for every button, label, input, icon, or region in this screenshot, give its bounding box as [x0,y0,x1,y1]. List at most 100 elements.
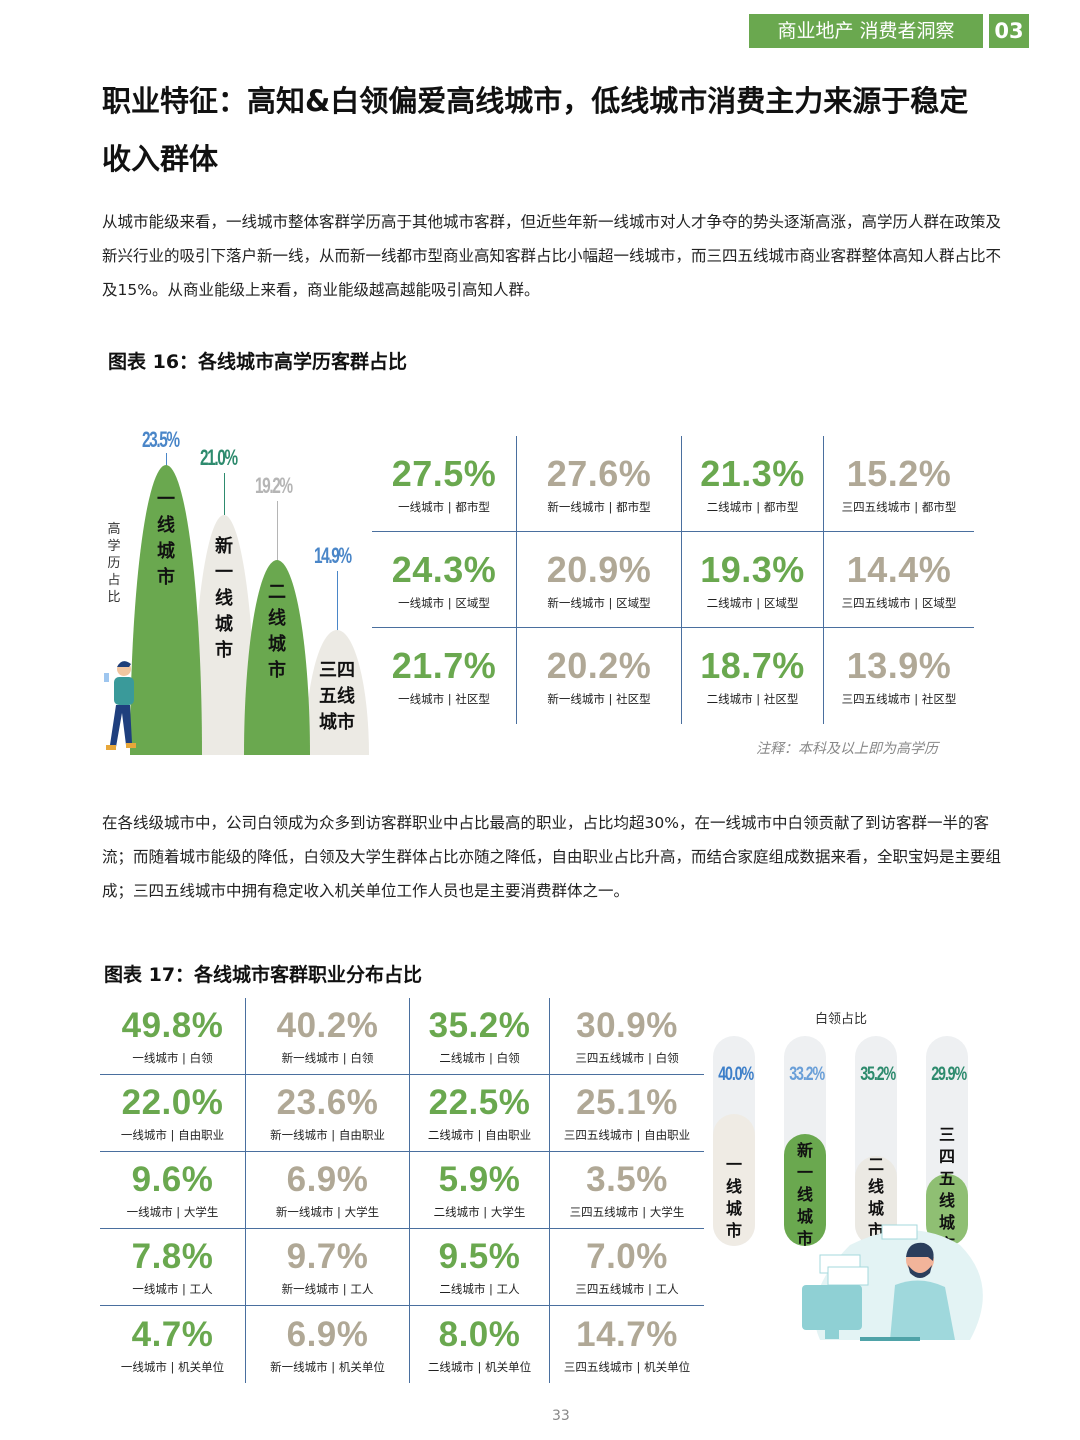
value-leader-line [337,571,338,631]
stat-value: 9.5% [438,1237,521,1276]
stat-label: 一线城市 | 白领 [132,1051,213,1065]
mountain-value: 23.5% [142,427,180,452]
stat-label: 三四五线城市 | 自由职业 [563,1128,691,1142]
stat-value: 22.5% [428,1083,531,1122]
stat-cell: 18.7% 二线城市 | 社区型 [682,628,824,724]
stat-value: 30.9% [576,1006,678,1045]
paragraph-occupation: 在各线级城市中，公司白领成为众多到访客群职业中占比最高的职业，占比均超30%，在… [102,814,1002,900]
stat-value: 13.9% [846,645,952,686]
stat-cell: 3.5% 三四五线城市 | 大学生 [550,1152,704,1229]
person-illustration-icon [104,661,136,750]
stat-label: 新一线城市 | 社区型 [547,692,651,706]
stat-cell: 30.9% 三四五线城市 | 白领 [550,998,704,1075]
stat-label: 二线城市 | 区域型 [706,595,799,610]
stat-label: 一线城市 | 自由职业 [120,1128,225,1142]
figure-16-note: 注释：本科及以上即为高学历 [756,741,938,757]
stat-value: 6.9% [286,1160,369,1199]
stat-label: 一线城市 | 区域型 [398,595,490,610]
stat-value: 49.8% [121,1006,224,1045]
stat-label: 三四五线城市 | 都市型 [841,499,957,514]
stat-value: 19.3% [700,548,805,590]
stat-cell: 22.5% 二线城市 | 自由职业 [410,1075,550,1152]
stat-value: 18.7% [700,645,805,686]
page-title: 职业特征：高知&白领偏爱高线城市，低线城市消费主力来源于稳定收入群体 [102,84,969,176]
stat-cell: 15.2% 三四五线城市 | 都市型 [824,436,974,532]
white-collar-pill-tier2: 35.2% 二线城市 [855,1036,897,1246]
stat-value: 21.3% [700,452,805,494]
pill-fill [713,1114,755,1246]
stat-value: 24.3% [391,548,497,590]
stat-value: 6.9% [286,1314,369,1354]
mountain-value: 14.9% [314,543,352,568]
stat-value: 7.8% [131,1237,214,1276]
stat-label: 三四五线城市 | 区域型 [841,595,957,610]
stat-cell: 35.2% 二线城市 | 白领 [410,998,550,1075]
stat-label: 二线城市 | 机关单位 [427,1359,532,1374]
mountain-value: 21.0% [200,445,238,470]
stat-label: 一线城市 | 都市型 [398,499,490,514]
stat-cell: 21.3% 二线城市 | 都市型 [682,436,824,532]
figure-17-title: 图表 17：各线城市客群职业分布占比 [104,964,423,986]
stat-label: 二线城市 | 工人 [439,1282,520,1296]
stat-label: 新一线城市 | 大学生 [275,1205,380,1219]
mountain-tier2: 二线城市 [244,560,310,755]
stat-cell: 9.7% 新一线城市 | 工人 [246,1229,410,1306]
stat-label: 二线城市 | 自由职业 [427,1128,532,1142]
pill-value: 33.2% [789,1064,825,1085]
stat-cell: 14.7% 三四五线城市 | 机关单位 [550,1306,704,1383]
stat-cell: 7.8% 一线城市 | 工人 [100,1229,246,1306]
stat-label: 二线城市 | 社区型 [706,692,799,706]
pill-value: 29.9% [931,1064,967,1085]
stat-label: 三四五线城市 | 机关单位 [563,1359,691,1374]
education-mountain-chart: 高学历占比 一线城市 新一线城市 二线城市 三四五线城市 23.5% 21.0%… [100,425,372,755]
stat-cell: 19.3% 二线城市 | 区域型 [682,532,824,628]
stat-label: 二线城市 | 都市型 [706,499,799,514]
value-leader-line [277,501,278,561]
stat-label: 新一线城市 | 自由职业 [270,1128,385,1142]
stat-cell: 20.2% 新一线城市 | 社区型 [517,628,682,724]
stat-label: 新一线城市 | 白领 [281,1051,374,1065]
stat-cell: 5.9% 二线城市 | 大学生 [410,1152,550,1229]
pill-label: 一线城市 [725,1155,742,1240]
stat-label: 三四五线城市 | 社区型 [841,692,957,706]
stat-cell: 27.5% 一线城市 | 都市型 [372,436,517,532]
stat-label: 新一线城市 | 区域型 [547,595,651,610]
stat-value: 9.7% [286,1237,369,1276]
office-worker-illustration-icon [802,1224,983,1341]
stat-value: 35.2% [428,1006,531,1045]
pill-label: 新一线城市 [796,1141,813,1246]
pill-value: 35.2% [860,1064,896,1085]
stat-value: 7.0% [586,1237,668,1276]
stat-cell: 25.1% 三四五线城市 | 自由职业 [550,1075,704,1152]
white-collar-chart-title: 白领占比 [815,1012,868,1027]
stat-cell: 13.9% 三四五线城市 | 社区型 [824,628,974,724]
page-number: 33 [552,1408,570,1424]
stat-value: 5.9% [438,1160,521,1199]
stat-value: 4.7% [131,1314,214,1354]
stat-cell: 6.9% 新一线城市 | 大学生 [246,1152,410,1229]
stat-value: 27.5% [391,452,497,494]
stat-cell: 49.8% 一线城市 | 白领 [100,998,246,1075]
mountain-value: 19.2% [255,473,293,498]
stat-value: 14.7% [576,1314,678,1354]
stat-value: 40.2% [276,1006,379,1045]
stat-label: 新一线城市 | 工人 [281,1282,374,1296]
stat-cell: 8.0% 二线城市 | 机关单位 [410,1306,550,1383]
white-collar-pill-new-tier1: 33.2% 新一线城市 [784,1036,826,1246]
mountain-label: 二线城市 [268,581,286,681]
stat-value: 22.0% [121,1083,224,1122]
pill-value: 40.0% [718,1064,754,1085]
stat-cell: 21.7% 一线城市 | 社区型 [372,628,517,724]
mountain-label: 新一线城市 [215,536,233,662]
mountain-tier1: 一线城市 [130,465,202,755]
stat-label: 一线城市 | 社区型 [398,692,490,706]
stat-label: 二线城市 | 大学生 [433,1205,526,1219]
mountain-label: 三四五线城市 [319,660,355,733]
stat-cell: 24.3% 一线城市 | 区域型 [372,532,517,628]
stat-label: 三四五线城市 | 白领 [575,1051,679,1065]
stat-value: 25.1% [576,1083,678,1122]
stat-value: 20.9% [546,548,652,590]
stat-label: 新一线城市 | 机关单位 [270,1359,385,1374]
pill-fill [784,1134,826,1246]
stat-value: 15.2% [846,452,952,494]
